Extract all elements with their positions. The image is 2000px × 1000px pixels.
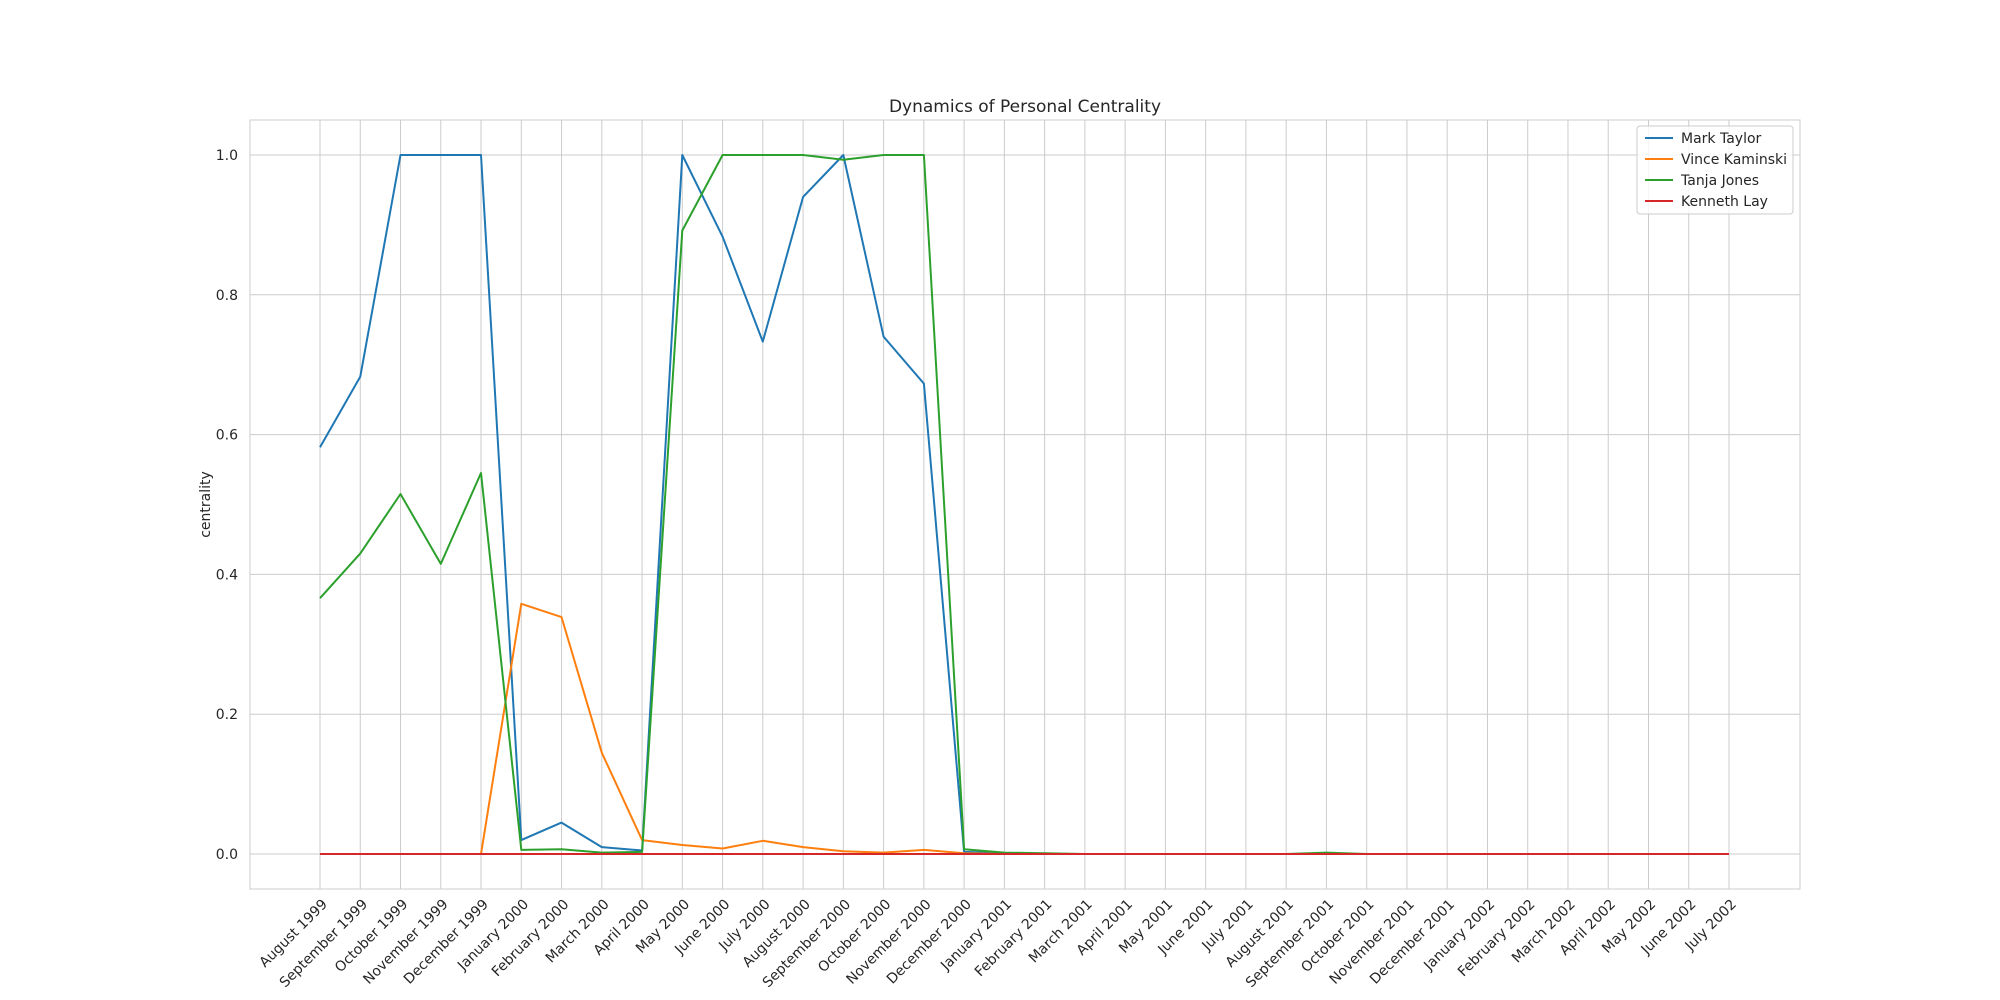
series-lines xyxy=(319,154,1729,855)
y-tick-label: 0.4 xyxy=(216,567,238,583)
y-axis-label: centrality xyxy=(198,471,214,538)
legend-label: Kenneth Lay xyxy=(1681,194,1768,210)
y-tick-label: 1.0 xyxy=(216,148,238,164)
legend-items: Mark Taylor Vince Kaminski Tanja Jones Kenn… xyxy=(1645,131,1787,210)
plot-frame xyxy=(249,119,1801,890)
y-tick-labels: 0.0 0.2 0.4 0.6 0.8 1.0 xyxy=(216,148,238,863)
legend-label: Vince Kaminski xyxy=(1681,152,1787,168)
legend-label: Mark Taylor xyxy=(1681,131,1762,147)
y-tick-label: 0.2 xyxy=(216,707,238,723)
y-tick-label: 0.6 xyxy=(216,428,238,444)
legend-box xyxy=(1636,125,1794,215)
grid-lines xyxy=(250,120,1800,889)
y-tick-label: 0.0 xyxy=(216,847,238,863)
legend: Mark Taylor Vince Kaminski Tanja Jones Kenn… xyxy=(1636,125,1794,215)
y-tick-label: 0.8 xyxy=(216,288,238,304)
legend-label: Tanja Jones xyxy=(1680,173,1759,189)
chart-title: Dynamics of Personal Centrality xyxy=(889,97,1161,117)
